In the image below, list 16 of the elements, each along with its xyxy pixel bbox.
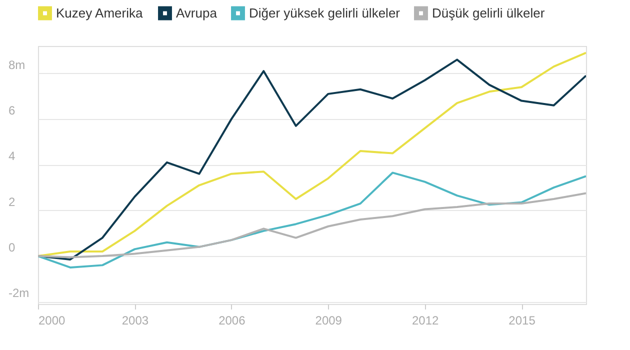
legend-label: Düşük gelirli ülkeler <box>432 5 546 20</box>
x-tick-label: 2003 <box>122 314 149 328</box>
y-tick-label: 8m <box>8 58 26 72</box>
y-tick-label: 0 <box>8 240 16 255</box>
y-tick-label: 4 <box>8 149 16 164</box>
x-tick-label: 2012 <box>412 314 439 328</box>
y-tick-label: 2 <box>8 194 16 209</box>
legend-label: Kuzey Amerika <box>56 5 144 20</box>
legend-label: Diğer yüksek gelirli ülkeler <box>249 5 401 20</box>
x-tick-label: 2015 <box>508 314 536 328</box>
x-tick-label: 2006 <box>218 314 246 328</box>
legend-label: Avrupa <box>176 5 218 20</box>
x-tick-label: 2009 <box>315 314 342 328</box>
y-tick-label: -2m <box>8 286 30 300</box>
y-tick-label: 6 <box>8 104 16 118</box>
x-tick-label: 2000 <box>38 314 66 328</box>
